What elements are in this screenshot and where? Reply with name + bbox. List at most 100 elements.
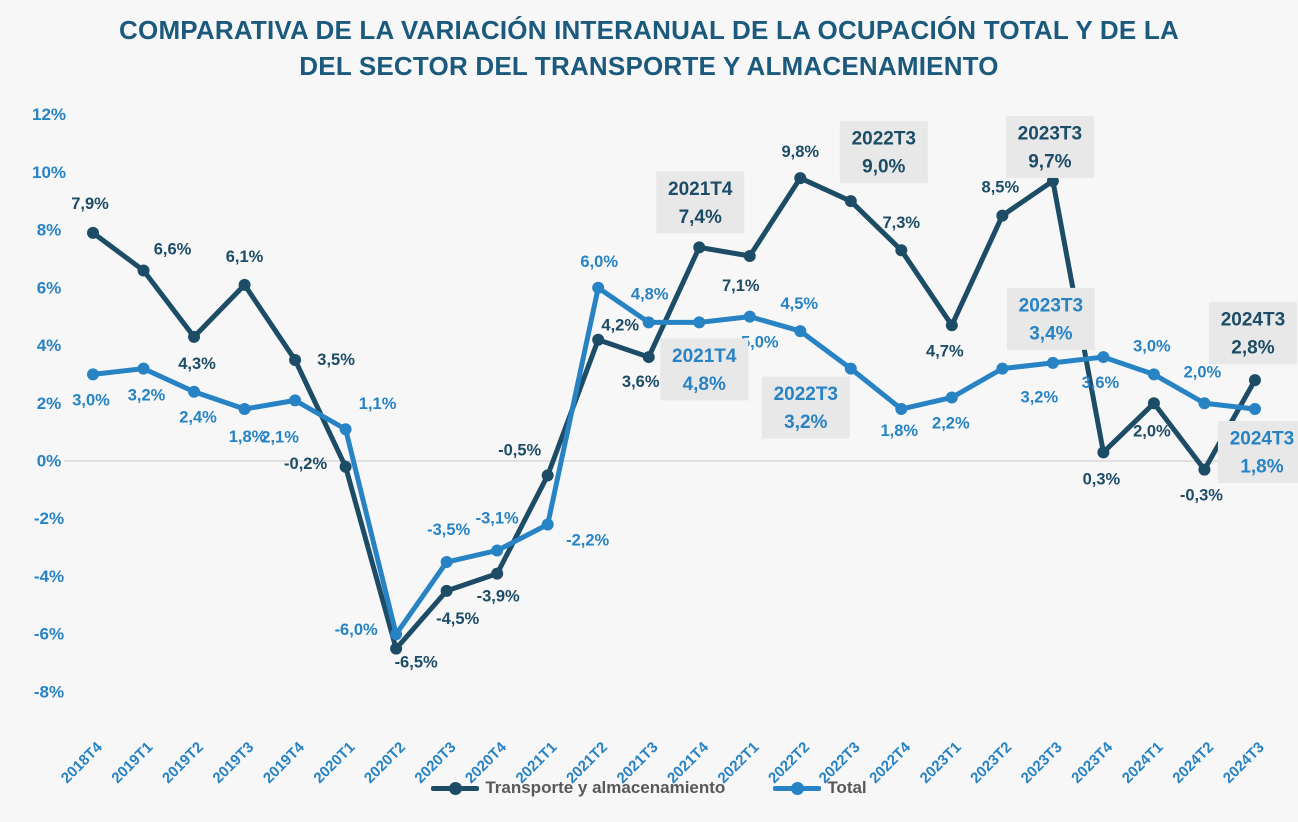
callout-quarter: 2021T4 (672, 346, 737, 367)
data-label: 7,9% (71, 195, 109, 213)
data-label: 3,0% (1133, 337, 1171, 355)
y-tick-label: 12% (32, 105, 66, 124)
data-point (1147, 397, 1160, 410)
callout-boxes: 2021T4 4,8% 2022T3 3,2% 2023T3 3,4% 2024T3 1,8% (660, 287, 1298, 484)
callout-box (839, 121, 928, 184)
data-label: 7,1% (722, 277, 760, 295)
chart-title-line1: COMPARATIVA DE LA VARIACIÓN INTERANUAL D… (119, 15, 1179, 45)
y-tick-label: 8% (37, 221, 62, 240)
y-tick-label: -4% (34, 567, 64, 586)
callout-value: 1,8% (1240, 457, 1283, 478)
data-label: 9,8% (781, 143, 819, 161)
data-point (945, 319, 958, 332)
data-point (693, 241, 706, 254)
data-point (996, 209, 1009, 222)
data-point (592, 333, 605, 346)
data-label: 0,3% (1083, 470, 1121, 488)
y-tick-label: 4% (37, 336, 62, 355)
data-label: 2,0% (1184, 363, 1222, 381)
callout-quarter: 2024T3 (1230, 429, 1294, 450)
data-point (1198, 463, 1211, 476)
chart-legend: Transporte y almacenamiento Total (0, 778, 1298, 798)
data-label: 3,5% (317, 351, 355, 369)
data-label: 3,6% (622, 373, 660, 391)
data-point (743, 310, 756, 323)
callout-box (1217, 421, 1298, 484)
callout-quarter: 2024T3 (1221, 310, 1285, 331)
data-point (188, 330, 201, 343)
data-label: -4,5% (436, 610, 479, 628)
callout-box (761, 376, 850, 439)
callout-quarter: 2021T4 (668, 179, 733, 200)
data-label: 3,2% (1021, 389, 1059, 407)
series-line (90, 285, 1258, 637)
data-point (541, 469, 554, 482)
data-point (1097, 446, 1110, 459)
y-tick-label: -8% (34, 682, 64, 701)
data-point (440, 556, 453, 569)
legend-line-marker-total-icon (773, 781, 822, 795)
y-tick-label: -2% (34, 509, 64, 528)
callout-value: 3,2% (784, 412, 827, 433)
y-tick-label: 2% (37, 394, 62, 413)
data-label: 1,1% (359, 395, 397, 413)
data-point (390, 628, 403, 641)
data-point (188, 385, 201, 398)
data-labels: 3,0% 3,2%2,4%1,8%2,1%1,1%-6,0%-3,5%-3,1%-… (72, 253, 1221, 639)
data-point (491, 567, 504, 580)
callout-box (1005, 115, 1094, 178)
data-point (1248, 403, 1261, 416)
data-point (541, 518, 554, 531)
data-point (289, 394, 302, 407)
data-point (1046, 356, 1059, 369)
y-tick-label: 6% (37, 278, 62, 297)
callout-boxes: 2021T4 7,4% 2022T3 9,0% 2023T3 9,7% 2024T3 2,8% (656, 115, 1297, 365)
data-label: 4,2% (601, 317, 639, 335)
data-point (844, 362, 857, 375)
data-label: 1,8% (229, 428, 267, 446)
data-point (390, 642, 403, 655)
data-point (289, 353, 302, 366)
callout-quarter: 2023T3 (1019, 295, 1083, 316)
data-point (895, 403, 908, 416)
data-label: 7,3% (883, 214, 921, 232)
data-label: 2,2% (932, 414, 970, 432)
data-label: -0,2% (284, 455, 327, 473)
y-tick-label: 10% (32, 163, 66, 182)
data-point (491, 544, 504, 557)
callout-value: 9,0% (862, 157, 905, 178)
y-tick-label: -6% (34, 625, 64, 644)
chart-title: COMPARATIVA DE LA VARIACIÓN INTERANUAL D… (0, 12, 1298, 84)
data-point (339, 460, 352, 473)
data-point (693, 316, 706, 329)
callout-value: 7,4% (679, 207, 722, 228)
legend-label-total: Total (827, 778, 867, 797)
callout-value: 3,4% (1029, 323, 1072, 344)
y-axis: 12% 10% 8% 6% 4% 2% 0% -2% -4% -6% -8% (32, 105, 66, 701)
legend-item-total: Total (773, 778, 867, 798)
data-point (743, 250, 756, 263)
data-label: -0,5% (498, 441, 541, 459)
series-transporte (87, 172, 1261, 655)
data-label: 6,0% (580, 253, 618, 271)
data-point (794, 325, 807, 338)
data-point (1147, 368, 1160, 381)
data-point (592, 281, 605, 294)
data-label: -6,0% (335, 621, 378, 639)
data-point (642, 351, 655, 364)
data-point (339, 423, 352, 436)
data-label: -6,5% (395, 654, 438, 672)
callout-quarter: 2022T3 (774, 384, 838, 405)
data-point (87, 368, 99, 381)
data-label: 4,3% (178, 355, 216, 373)
data-point (1198, 397, 1211, 410)
callout-box (656, 171, 745, 234)
callout-box (1208, 302, 1297, 365)
data-label: -3,5% (427, 521, 470, 539)
legend-line-marker-transporte-icon (431, 781, 480, 795)
callout-quarter: 2022T3 (852, 129, 916, 150)
data-label: 4,7% (926, 342, 964, 360)
data-point (238, 278, 251, 291)
data-label: 2,4% (179, 409, 217, 427)
